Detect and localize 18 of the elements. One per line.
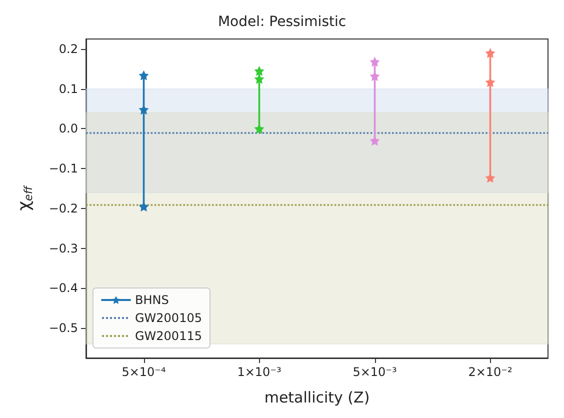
- legend-label: GW200105: [135, 311, 202, 325]
- chart-title: Model: Pessimistic: [218, 14, 346, 30]
- x-tick-label: 5×10⁻³: [352, 365, 397, 379]
- legend-label: BHNS: [135, 293, 169, 307]
- x-tick-label: 2×10⁻²: [468, 365, 512, 379]
- y-tick-label: −0.2: [48, 201, 78, 216]
- y-tick-label: 0.2: [58, 42, 78, 56]
- y-axis-title: χeff: [14, 185, 35, 211]
- x-axis-title: metallicity (Z): [264, 388, 370, 406]
- x-tick-label: 5×10⁻⁴: [122, 365, 166, 379]
- y-tick-label: 0.1: [58, 82, 78, 96]
- y-tick-label: −0.5: [48, 321, 78, 336]
- x-tick-label: 1×10⁻³: [237, 365, 282, 379]
- y-tick-label: −0.1: [48, 162, 78, 176]
- legend-label: GW200115: [135, 329, 202, 343]
- y-tick-label: 0.0: [58, 122, 78, 136]
- y-tick-label: −0.3: [48, 241, 78, 256]
- y-tick-label: −0.4: [48, 281, 78, 296]
